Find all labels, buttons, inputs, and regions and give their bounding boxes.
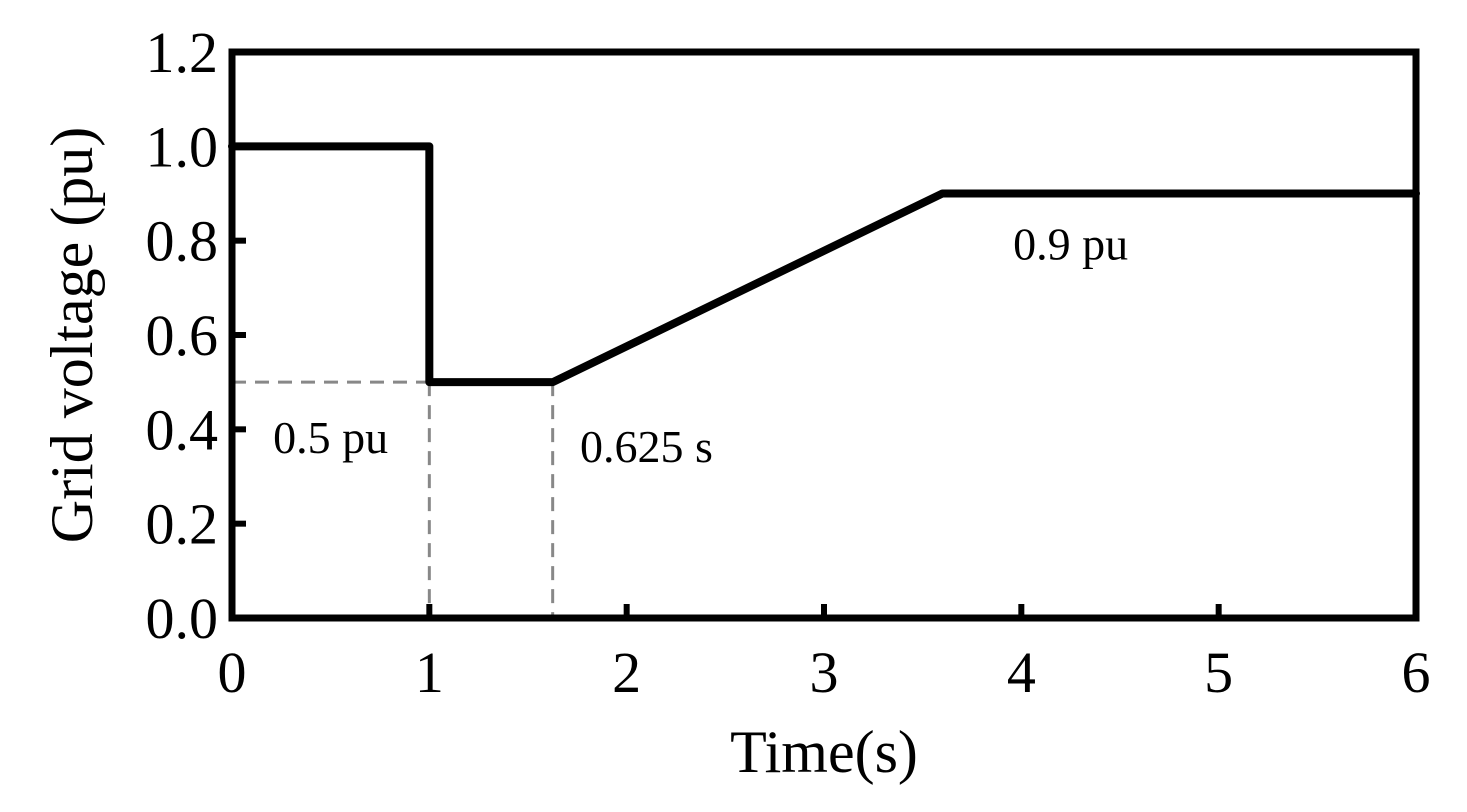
- series-line-0: [228, 142, 1420, 387]
- y-tick-label-0: 0.0: [146, 586, 219, 651]
- x-tick-label-2: 2: [612, 640, 641, 705]
- y-tick-label-6: 1.2: [146, 20, 219, 85]
- x-tick-label-6: 6: [1402, 640, 1431, 705]
- x-tick-label-4: 4: [1007, 640, 1036, 705]
- annotation-2: 0.9 pu: [1013, 218, 1128, 269]
- x-tick-label-5: 5: [1204, 640, 1233, 705]
- annotations: 0.5 pu 0.625 s 0.9 pu: [273, 218, 1128, 472]
- x-axis-label: Time(s): [730, 719, 918, 785]
- y-tick-label-3: 0.6: [146, 303, 219, 368]
- y-tick-label-4: 0.8: [146, 209, 219, 274]
- annotation-1: 0.625 s: [580, 421, 713, 472]
- reference-lines: [232, 380, 555, 618]
- y-tick-label-5: 1.0: [146, 114, 219, 179]
- series-group: [228, 142, 1420, 387]
- axis-ticks: [232, 143, 1222, 618]
- x-tick-label-1: 1: [415, 640, 444, 705]
- tick-labels: 0 1 2 3 4 5 6 0.0 0.2 0.4 0.6 0.8 1.0 1.2: [146, 20, 1431, 705]
- x-tick-label-0: 0: [218, 640, 247, 705]
- annotation-0: 0.5 pu: [273, 412, 388, 463]
- x-tick-label-3: 3: [810, 640, 839, 705]
- plot-area-frame: [228, 48, 1420, 622]
- y-tick-label-1: 0.2: [146, 492, 219, 557]
- y-axis-label: Grid voltage (pu): [39, 127, 105, 544]
- y-tick-label-2: 0.4: [146, 397, 219, 462]
